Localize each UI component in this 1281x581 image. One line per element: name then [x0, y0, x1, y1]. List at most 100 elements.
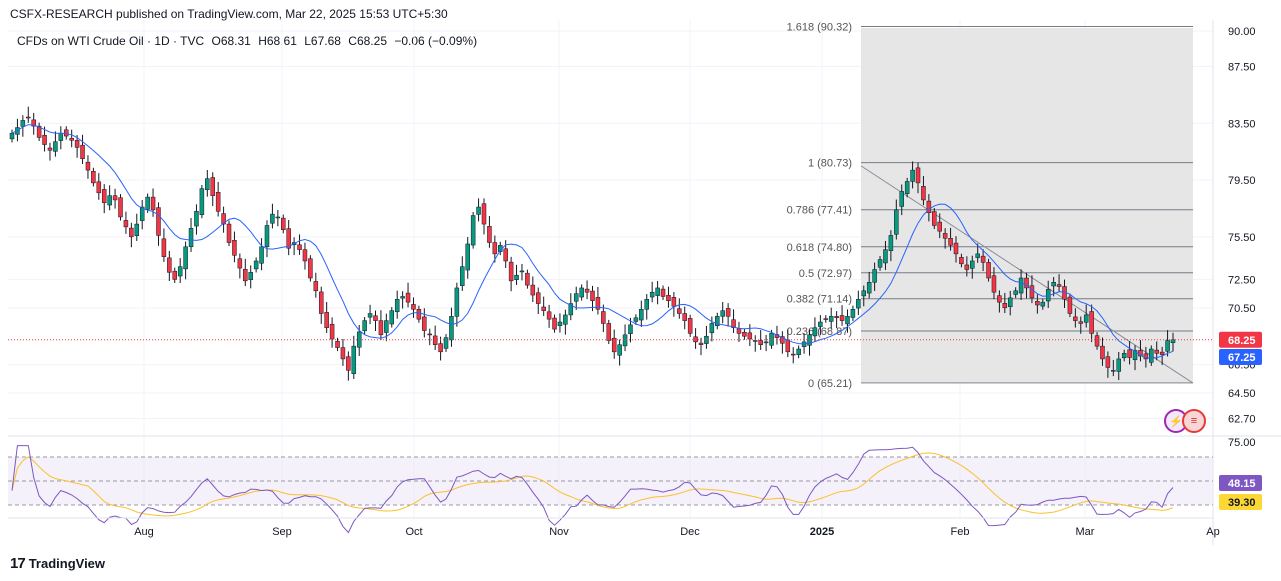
- fib-label: 0 (65.21): [808, 378, 852, 390]
- last-price-label: 68.25: [1228, 335, 1256, 347]
- time-tick: Sep: [272, 526, 292, 538]
- candle-body: [872, 269, 877, 283]
- candle-body: [145, 196, 150, 210]
- candle-body: [313, 281, 319, 292]
- candle-body: [367, 313, 373, 318]
- candle-body: [96, 181, 102, 194]
- rsi-tick: 75.00: [1228, 437, 1256, 449]
- price-tick: 83.50: [1228, 118, 1256, 130]
- candle-body: [921, 186, 926, 201]
- candle-body: [58, 132, 64, 141]
- tradingview-logo-icon: 17: [10, 555, 26, 572]
- candle-body: [1002, 303, 1008, 309]
- candle-body: [53, 141, 58, 152]
- candle-body: [308, 258, 313, 279]
- candle-body: [85, 161, 91, 171]
- candle-body: [286, 228, 291, 249]
- candle-body: [460, 266, 465, 286]
- price-tick: 90.00: [1228, 26, 1256, 38]
- candle-body: [253, 260, 259, 270]
- candle-body: [628, 324, 633, 334]
- candle-body: [818, 321, 823, 327]
- candle-body: [1035, 301, 1040, 306]
- candle-body: [449, 316, 454, 341]
- rsi-pane: 75.00 48.15 39.30: [8, 435, 1281, 534]
- candle-body: [1149, 348, 1154, 363]
- candle-body: [866, 282, 872, 294]
- candle-body: [557, 321, 563, 326]
- candle-body: [997, 295, 1002, 303]
- candle-body: [123, 220, 129, 228]
- rsi-value-label-bg: [1219, 475, 1262, 491]
- change-value: −0.06 (−0.09%): [394, 34, 478, 48]
- candle-body: [443, 337, 449, 349]
- candle-body: [432, 335, 438, 345]
- candle-body: [31, 119, 36, 127]
- price-tick: 79.50: [1228, 175, 1256, 187]
- candle-body: [1105, 356, 1111, 368]
- candle-body: [248, 272, 253, 280]
- candle-body: [785, 339, 791, 353]
- candle-body: [384, 320, 389, 333]
- event-icons[interactable]: ⚡ ≡: [1164, 409, 1206, 433]
- candle-body: [237, 258, 243, 269]
- rsi-ma-label-bg: [1219, 494, 1262, 510]
- candle-body: [156, 207, 161, 236]
- candle-body: [210, 177, 215, 196]
- candle-body: [405, 292, 411, 303]
- candle-body: [470, 215, 476, 246]
- candle-body: [1159, 351, 1165, 355]
- candle-body: [1116, 358, 1121, 372]
- candle-body: [617, 344, 622, 356]
- candle-body: [91, 171, 96, 184]
- candle-body: [188, 228, 194, 248]
- candle-body: [183, 246, 188, 270]
- candle-body: [394, 299, 400, 313]
- us-flag-icon[interactable]: ≡: [1182, 409, 1206, 433]
- candle-body: [839, 315, 845, 321]
- candle-body: [563, 314, 568, 325]
- ma-price-label: 67.25: [1228, 352, 1256, 364]
- candle-body: [270, 213, 275, 224]
- candle-body: [346, 356, 351, 371]
- price-tick: 64.50: [1228, 388, 1256, 400]
- candle-body: [720, 310, 725, 317]
- tradingview-brand[interactable]: 17 TradingView: [10, 555, 105, 572]
- candle-body: [1083, 314, 1089, 323]
- candle-body: [172, 270, 178, 280]
- rsi-value-label: 48.15: [1228, 478, 1256, 490]
- candle-body: [660, 288, 666, 297]
- candle-body: [595, 297, 601, 310]
- candle-body: [194, 211, 199, 227]
- candle-body: [454, 287, 460, 317]
- fib-label: 0.786 (77.41): [787, 205, 852, 217]
- candle-body: [671, 297, 677, 307]
- candle-body: [281, 217, 286, 230]
- candle-body: [1051, 282, 1056, 287]
- candle-body: [107, 195, 112, 206]
- candle-body: [535, 292, 541, 304]
- candle-body: [1040, 301, 1046, 307]
- candle-body: [611, 337, 617, 353]
- rsi-line: [11, 445, 1174, 534]
- candle-body: [389, 310, 395, 325]
- candle-body: [904, 181, 910, 194]
- candle-body: [1127, 349, 1132, 358]
- candle-body: [1013, 290, 1018, 295]
- candle-body: [725, 308, 731, 317]
- candle-body: [487, 226, 492, 243]
- candle-body: [758, 340, 763, 345]
- candle-body: [1073, 316, 1078, 321]
- candle-body: [243, 268, 248, 282]
- time-tick: Oct: [405, 526, 422, 538]
- time-axis: Aug Sep Oct Nov Dec 2025 Feb Mar Ap: [8, 517, 1220, 538]
- candle-body: [74, 140, 80, 148]
- candle-body: [492, 242, 498, 255]
- candle-body: [416, 308, 422, 320]
- candle-body: [856, 299, 861, 309]
- candle-body: [715, 316, 720, 326]
- instrument-label[interactable]: CFDs on WTI Crude Oil · 1D · TVC: [17, 34, 205, 48]
- price-tick: 70.50: [1228, 303, 1256, 315]
- candle-body: [541, 306, 546, 311]
